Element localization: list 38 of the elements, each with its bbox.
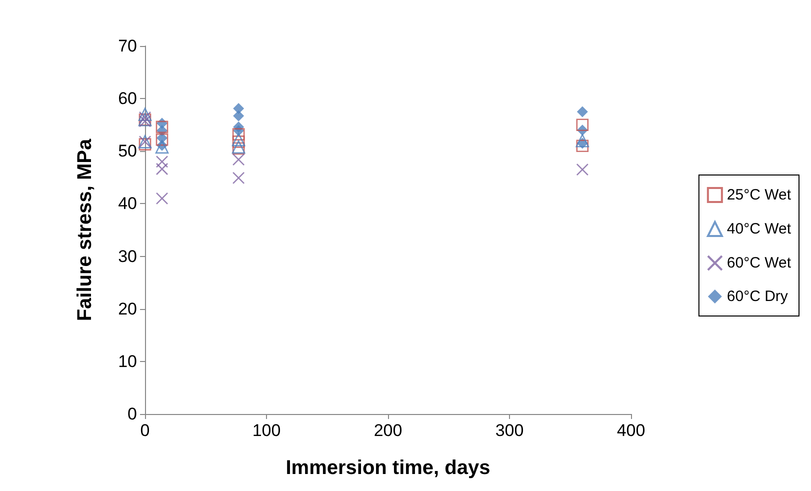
- point: [232, 153, 245, 166]
- legend-label: 25°C Wet: [726, 186, 792, 204]
- point: [156, 120, 168, 134]
- point: [156, 162, 168, 176]
- point: [576, 106, 588, 118]
- y-tick-label: 60: [118, 89, 137, 108]
- point: [232, 132, 246, 146]
- legend-label: 60°C Wet: [726, 254, 792, 272]
- x-axis-title: Immersion time, days: [286, 457, 490, 479]
- y-tick-label: 50: [118, 142, 137, 161]
- point: [156, 133, 168, 146]
- point: [576, 163, 589, 176]
- point: [232, 128, 245, 140]
- x-tick-label: 400: [616, 421, 646, 440]
- x-tick-label: 0: [140, 421, 150, 440]
- y-tick-label: 10: [118, 352, 137, 371]
- legend-label: 40°C Wet: [726, 220, 792, 238]
- point: [576, 134, 590, 148]
- point: [576, 140, 589, 152]
- x-tick-label: 300: [495, 421, 524, 440]
- point: [233, 110, 244, 122]
- y-axis-title: Failure stress, MPa: [74, 138, 96, 322]
- x-tick-label: 200: [374, 421, 402, 440]
- point: [138, 108, 152, 121]
- legend-label: 60°C Dry: [726, 288, 788, 305]
- point: [576, 118, 589, 132]
- point: [156, 156, 168, 168]
- point: [232, 172, 245, 184]
- point: [232, 136, 245, 148]
- point: [155, 140, 169, 154]
- x-tick-label: 100: [252, 421, 281, 440]
- y-tick-label: 40: [118, 194, 137, 214]
- y-tick-label: 70: [118, 36, 137, 56]
- y-tick-label: 20: [118, 299, 137, 318]
- y-tick-label: 0: [128, 404, 137, 424]
- point: [156, 192, 168, 205]
- y-tick-label: 30: [118, 246, 137, 266]
- point: [138, 138, 152, 150]
